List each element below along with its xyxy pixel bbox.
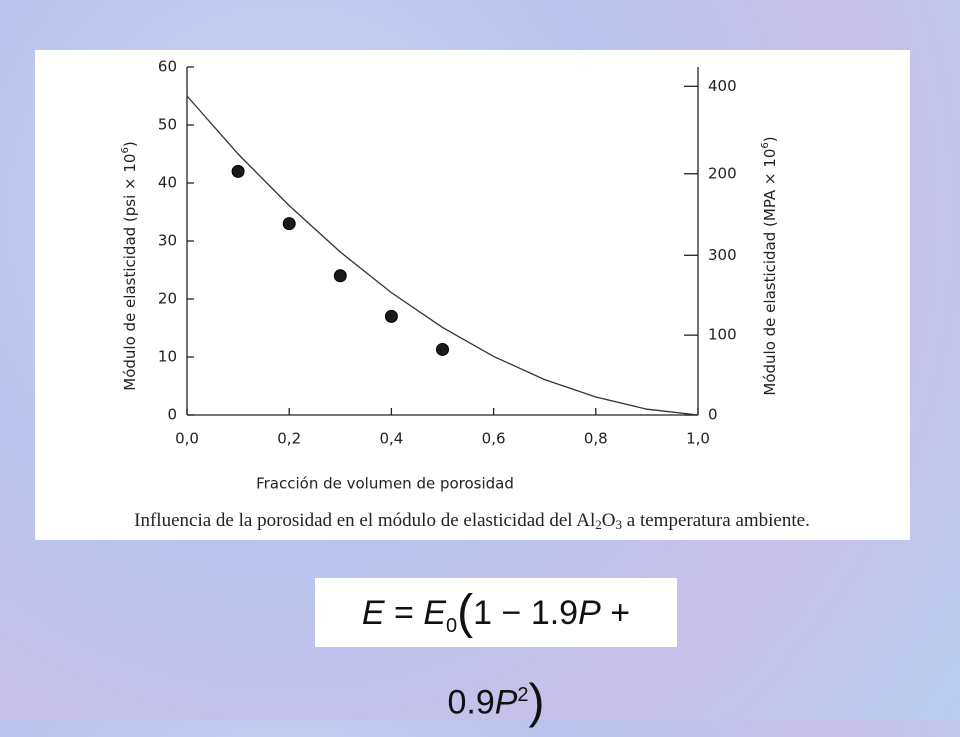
y-tick-label: 30	[158, 232, 177, 250]
data-point	[282, 217, 296, 231]
data-point	[384, 309, 398, 323]
x-tick-label: 0,6	[482, 430, 506, 448]
chart: Fracción de volumen de porosidad Módulo …	[120, 58, 810, 532]
x-axis-title: Fracción de volumen de porosidad	[256, 475, 514, 493]
y2-tick-label: 400	[708, 77, 737, 95]
eq-op: =	[384, 594, 424, 632]
fit-curve	[186, 95, 699, 416]
caption-text: O	[602, 510, 616, 531]
data-point	[231, 164, 245, 178]
y2-tick-label: 0	[708, 406, 718, 424]
y-tick-label: 50	[158, 116, 177, 134]
y-axis-title-text: )	[121, 141, 139, 147]
x-tick-label: 1,0	[686, 430, 710, 448]
caption-text: a temperatura ambiente.	[622, 510, 810, 531]
y-axis-title-sup: 6	[120, 147, 131, 153]
y-tick-label: 10	[158, 348, 177, 366]
y2-axis-title-sup: 6	[760, 142, 771, 148]
eq-term: 1 − 1.9	[473, 594, 579, 632]
eq-var: P	[578, 594, 601, 632]
y2-axis-title: Módulo de elasticidad (MPA × 106)	[760, 136, 779, 395]
y2-tick-label: 200	[708, 164, 737, 182]
y-axis-title-text: Módulo de elasticidad (psi × 10	[121, 154, 139, 391]
y-tick-label: 60	[158, 58, 177, 76]
eq-var: E	[423, 594, 447, 632]
eq-var: E	[361, 594, 385, 632]
equation: E = E0(1 − 1.9P + 0.9P2)	[315, 578, 677, 728]
eq-var: P	[494, 683, 518, 722]
y-tick-label: 40	[158, 174, 177, 192]
x-tick-label: 0,2	[277, 430, 301, 448]
eq-term: + 0.9	[447, 594, 631, 722]
chart-panel: Fracción de volumen de porosidad Módulo …	[35, 50, 910, 540]
eq-paren: )	[528, 675, 545, 729]
data-point	[436, 342, 449, 356]
y-tick-label: 0	[167, 406, 177, 424]
x-tick-label: 0,4	[379, 430, 403, 448]
eq-sup: 2	[517, 683, 529, 706]
y-axis-title: Módulo de elasticidad (psi × 106)	[120, 141, 139, 390]
caption-text: Influencia de la porosidad en el módulo …	[134, 510, 595, 531]
eq-paren: (	[457, 586, 474, 639]
y2-tick-label: 100	[708, 326, 737, 344]
y2-axis-title-text: )	[761, 136, 779, 142]
y-tick-label: 20	[158, 290, 177, 308]
caption-sub: 3	[616, 517, 623, 532]
y2-tick-label: 300	[708, 246, 737, 264]
caption: Influencia de la porosidad en el módulo …	[134, 510, 810, 532]
data-point	[333, 269, 347, 283]
eq-sub: 0	[446, 614, 458, 637]
x-tick-label: 0,8	[584, 430, 608, 448]
caption-sub: 2	[595, 517, 602, 532]
x-tick-label: 0,0	[175, 430, 199, 448]
y2-axis-title-text: Módulo de elasticidad (MPA × 10	[761, 149, 779, 396]
